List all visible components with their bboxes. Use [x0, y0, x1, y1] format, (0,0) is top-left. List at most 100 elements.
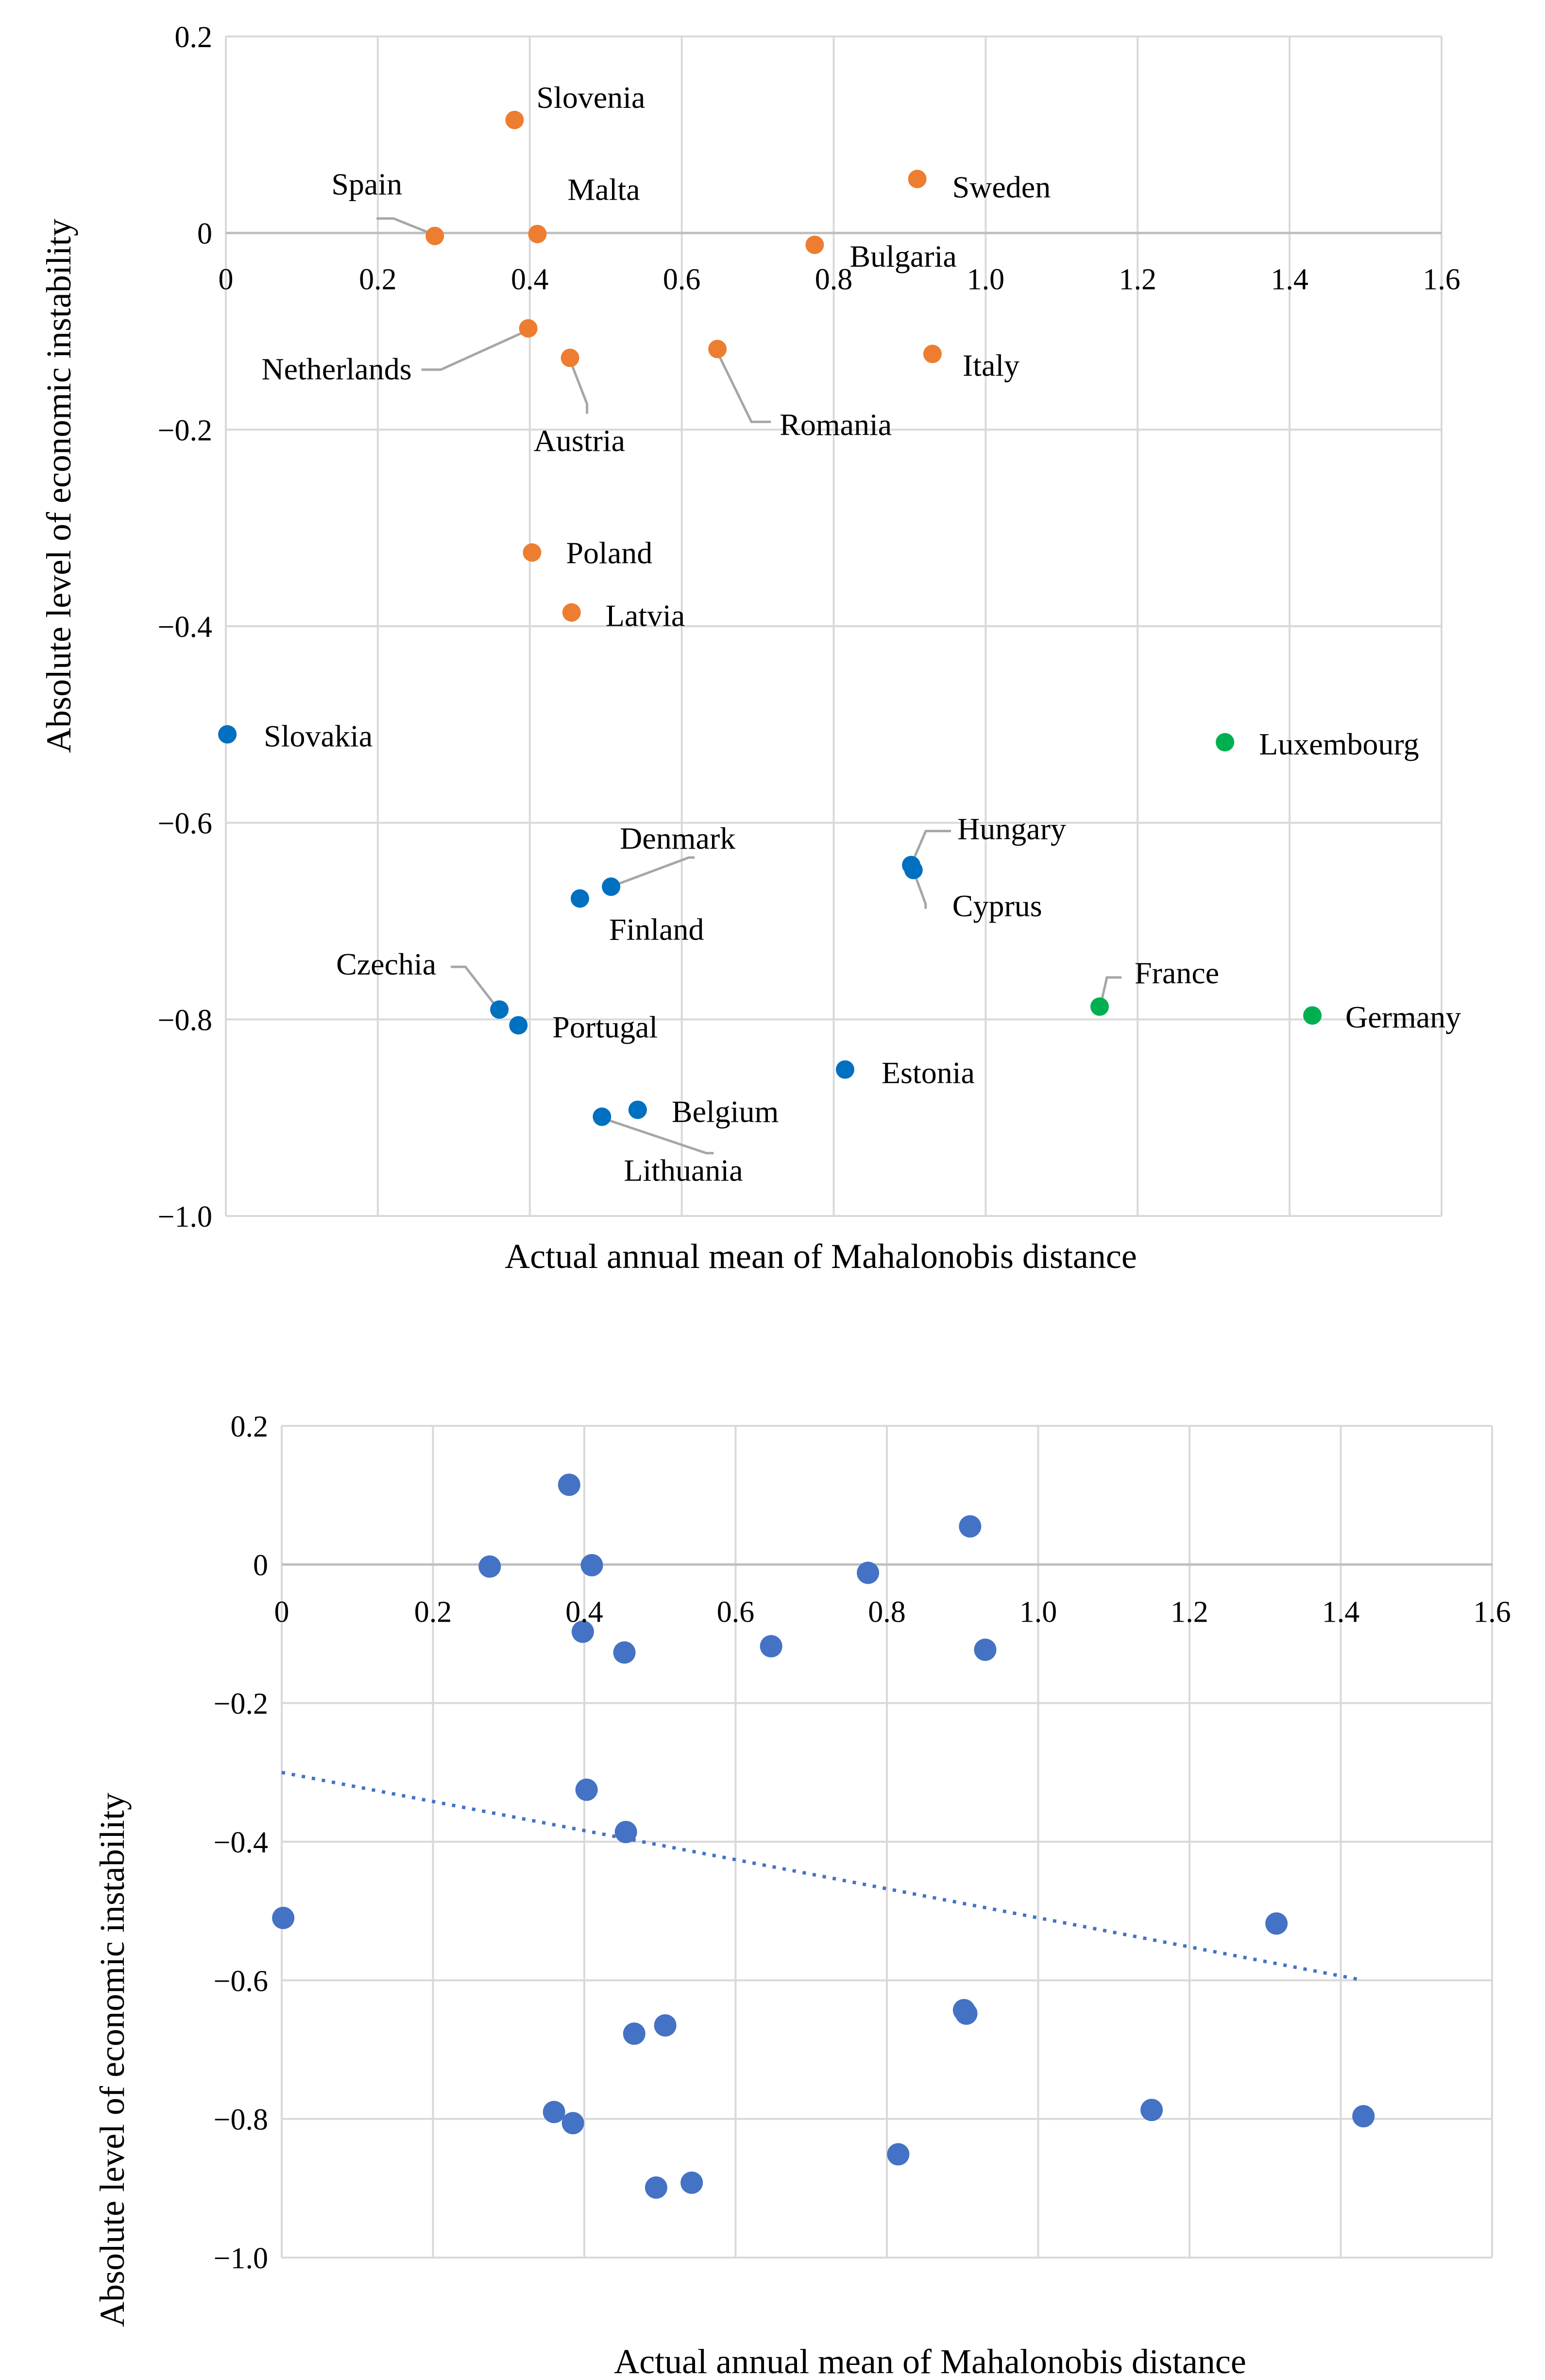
data-points — [272, 1473, 1375, 2199]
leader-line — [1100, 976, 1122, 1001]
data-point — [528, 224, 547, 243]
data-point — [1265, 1912, 1288, 1935]
y-tick-label: −0.8 — [158, 1004, 212, 1037]
x-tick-label: 1.6 — [1423, 263, 1460, 296]
x-tick-label: 1.0 — [1019, 1595, 1057, 1628]
x-tick-label: 0 — [219, 263, 234, 296]
point-label: Spain — [331, 167, 402, 202]
point-label: Sweden — [952, 170, 1051, 204]
y-tick-label: 0.2 — [175, 21, 213, 54]
data-point — [570, 889, 589, 908]
leader-line — [912, 830, 951, 860]
trendline-scatter-chart: 0 0.2 0.4 0.6 0.8 1.0 1.2 1.4 1.6 0.2 0 −0.2 −0.4 −0.… — [93, 1410, 1511, 2380]
data-point — [628, 1100, 647, 1119]
point-label: Cyprus — [952, 889, 1042, 923]
data-point — [561, 2112, 584, 2135]
point-label: Bulgaria — [849, 239, 956, 274]
data-point — [645, 2176, 667, 2199]
y-tick-label: −1.0 — [214, 2242, 268, 2275]
data-point — [571, 1620, 594, 1643]
x-tick-label: 0.6 — [663, 263, 701, 296]
point-label: Latvia — [606, 599, 685, 633]
point-label: Denmark — [620, 821, 735, 856]
data-point — [509, 1016, 528, 1035]
data-point — [959, 1515, 982, 1538]
point-label: Malta — [567, 172, 640, 207]
data-point — [580, 1554, 603, 1576]
y-tick-label: −0.4 — [214, 1826, 268, 1859]
point-label: Netherlands — [261, 352, 411, 386]
leader-lines — [376, 217, 1122, 1155]
y-tick-label: 0.2 — [231, 1410, 269, 1443]
x-tick-label: 1.2 — [1119, 263, 1157, 296]
data-point — [908, 170, 927, 188]
trendline — [281, 1770, 1364, 1982]
x-tick-label: 0.2 — [414, 1595, 452, 1628]
point-label: Germany — [1345, 1000, 1461, 1034]
point-label: Finland — [609, 912, 704, 946]
data-point — [760, 1635, 782, 1658]
x-tick-label: 0.2 — [359, 263, 397, 296]
point-label: Luxembourg — [1259, 727, 1419, 761]
point-label: France — [1135, 956, 1219, 990]
x-tick-label: 1.0 — [967, 263, 1005, 296]
data-point — [425, 226, 444, 245]
leader-line — [606, 1118, 714, 1155]
x-axis-title: Actual annual mean of Mahalonobis distan… — [614, 2342, 1246, 2380]
data-point — [974, 1638, 997, 1661]
grid — [281, 1425, 1493, 2259]
data-point — [955, 2002, 978, 2025]
y-tick-label: −0.6 — [158, 807, 212, 840]
point-label: Slovenia — [536, 80, 645, 115]
data-point — [887, 2143, 910, 2166]
point-label: Lithuania — [624, 1153, 743, 1188]
point-label: Belgium — [672, 1094, 779, 1129]
leader-line — [451, 965, 497, 1007]
point-label: Poland — [566, 535, 652, 570]
point-label: Romania — [780, 407, 892, 442]
data-point — [923, 344, 942, 363]
x-tick-label: 0.4 — [511, 263, 549, 296]
x-tick-label: 0.6 — [717, 1595, 755, 1628]
y-tick-label: −0.2 — [214, 1688, 268, 1721]
y-tick-label: −0.8 — [214, 2104, 268, 2137]
point-labels: Slovenia Sweden Spain Malta Bulgaria Netherla… — [261, 80, 1461, 1188]
point-label: Austria — [534, 424, 625, 458]
x-tick-label: 0.4 — [565, 1595, 603, 1628]
x-tick-label: 0 — [274, 1595, 289, 1628]
data-point — [562, 603, 581, 622]
data-point — [478, 1555, 501, 1578]
data-point — [1303, 1006, 1322, 1025]
y-tick-label: 0 — [197, 218, 212, 251]
data-point — [680, 2171, 703, 2194]
data-point — [560, 348, 579, 367]
data-point — [1140, 2099, 1163, 2122]
point-label: Italy — [963, 348, 1019, 383]
labeled-scatter-chart: Slovenia Sweden Spain Malta Bulgaria Netherla… — [39, 21, 1461, 1276]
data-point — [835, 1060, 854, 1079]
data-point — [602, 877, 621, 896]
y-tick-label: −0.2 — [158, 414, 212, 447]
y-axis-title: Absolute level of economic instability — [39, 219, 78, 753]
data-point — [505, 110, 524, 129]
data-point — [654, 2014, 677, 2037]
y-tick-label: −0.6 — [214, 1965, 268, 1998]
y-tick-label: 0 — [253, 1549, 268, 1582]
point-label: Czechia — [336, 947, 436, 981]
y-tick-label: −0.4 — [158, 611, 212, 644]
data-point — [490, 1000, 509, 1019]
leader-line — [571, 364, 589, 414]
tick-labels: 0 0.2 0.4 0.6 0.8 1.0 1.2 1.4 1.6 0.2 0 −0.2 −0.4 −0.… — [158, 21, 1460, 1233]
leader-line — [376, 217, 431, 235]
point-label: Estonia — [882, 1056, 975, 1090]
x-axis-title: Actual annual mean of Mahalonobis distan… — [505, 1237, 1137, 1276]
data-point — [593, 1107, 611, 1126]
data-point — [614, 1821, 637, 1844]
x-tick-label: 0.8 — [815, 263, 853, 296]
leader-line — [718, 356, 771, 423]
y-axis-title: Absolute level of economic instability — [93, 1793, 132, 2327]
x-tick-label: 0.8 — [868, 1595, 906, 1628]
y-tick-label: −1.0 — [158, 1200, 212, 1233]
point-label: Portugal — [552, 1010, 658, 1044]
leader-line — [615, 856, 695, 886]
